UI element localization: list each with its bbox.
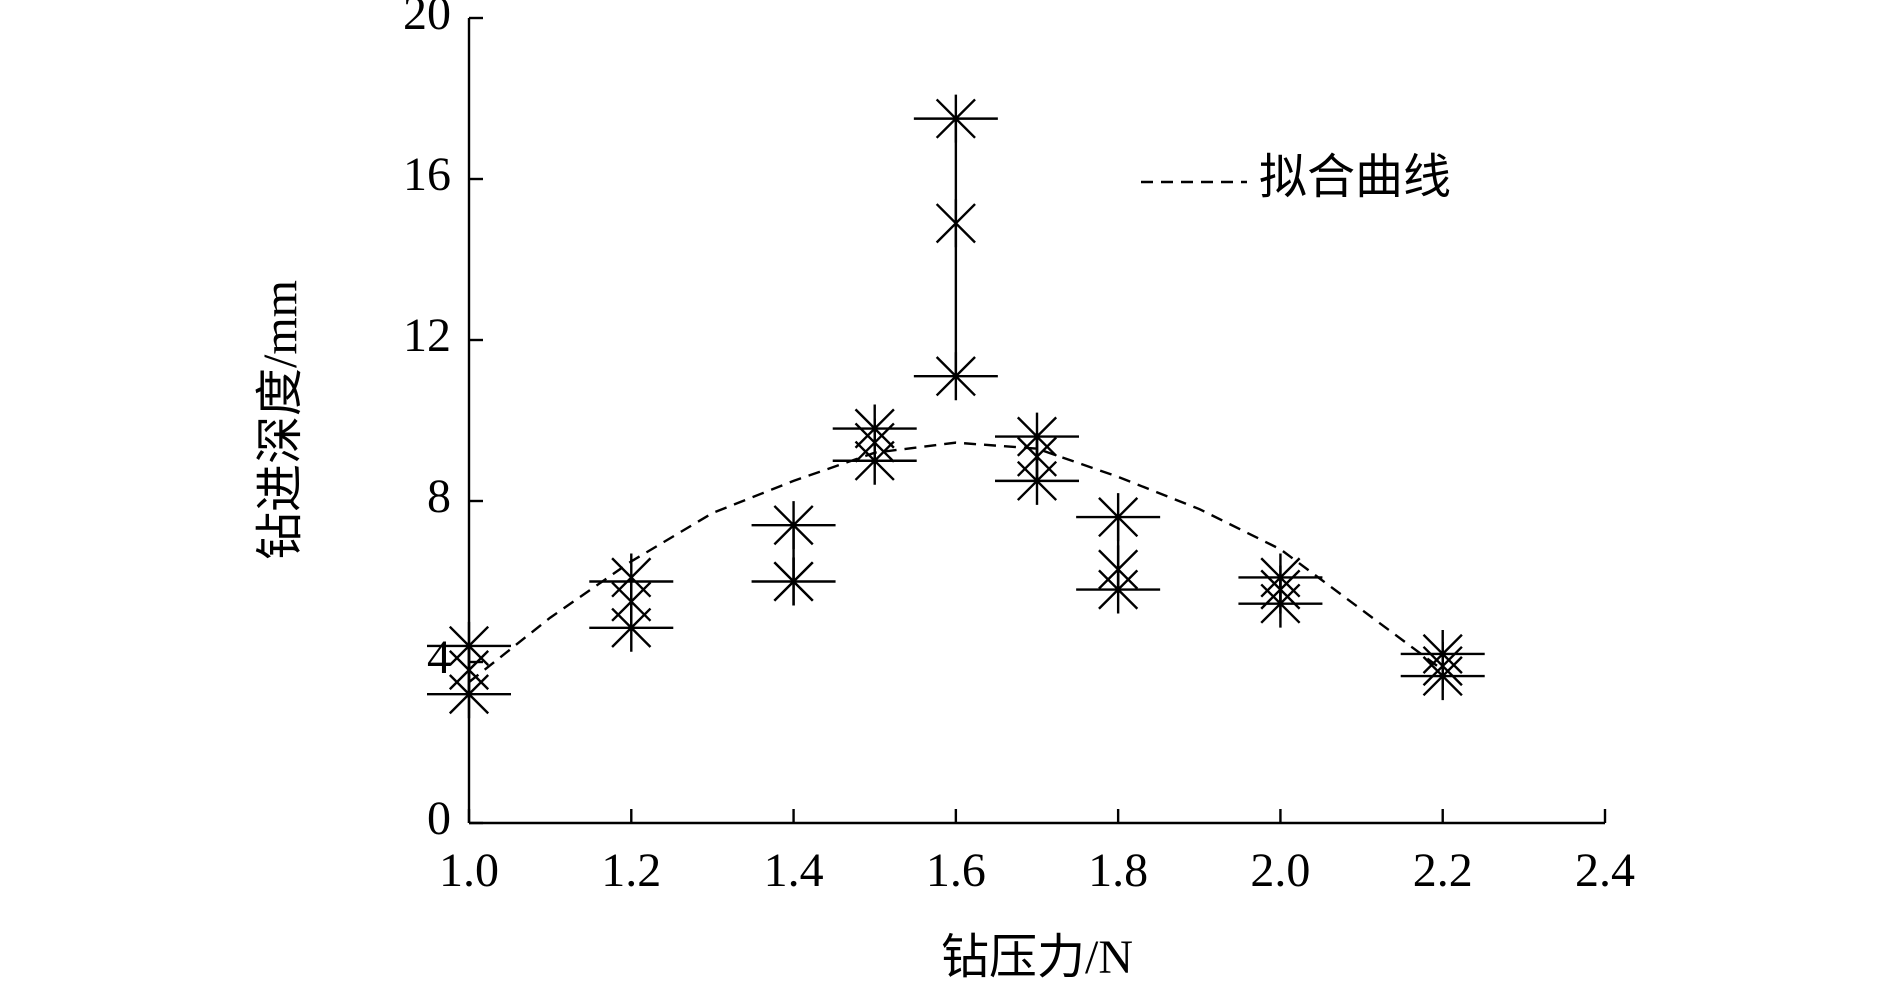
y-tick-label: 12: [403, 309, 451, 362]
asterisk-marker: [611, 603, 652, 652]
x-tick-label: 1.0: [439, 844, 499, 897]
x-tick-label: 2.4: [1575, 844, 1635, 897]
x-tick-label: 1.8: [1088, 844, 1148, 897]
asterisk-marker: [854, 436, 895, 485]
asterisk-marker: [935, 352, 976, 401]
asterisk-marker: [1098, 493, 1139, 542]
asterisk-marker: [1016, 456, 1058, 505]
x-tick-label: 1.4: [764, 844, 824, 897]
y-tick-label: 8: [427, 470, 451, 523]
x-tick-label: 1.2: [601, 844, 661, 897]
asterisk-marker: [448, 670, 490, 719]
x-tick-label: 1.6: [926, 844, 986, 897]
asterisk-marker: [773, 501, 814, 550]
y-tick-label: 0: [427, 792, 451, 845]
legend-label: 拟合曲线: [1259, 151, 1451, 204]
y-tick-label: 4: [427, 631, 451, 684]
x-tick-label: 2.2: [1413, 844, 1473, 897]
asterisk-marker: [935, 199, 976, 248]
y-tick-label: 16: [403, 148, 451, 201]
asterisk-marker: [935, 94, 976, 143]
x-axis-label: 钻压力/N: [941, 931, 1133, 984]
asterisk-marker: [1422, 652, 1463, 701]
fit-curve: [468, 441, 1444, 684]
asterisk-marker: [1098, 565, 1139, 614]
y-axis-label: 钻进深度/mm: [254, 280, 307, 560]
asterisk-marker: [773, 557, 814, 606]
y-tick-label: 20: [403, 0, 451, 40]
x-tick-label: 2.0: [1250, 844, 1310, 897]
asterisk-marker: [1260, 579, 1301, 628]
